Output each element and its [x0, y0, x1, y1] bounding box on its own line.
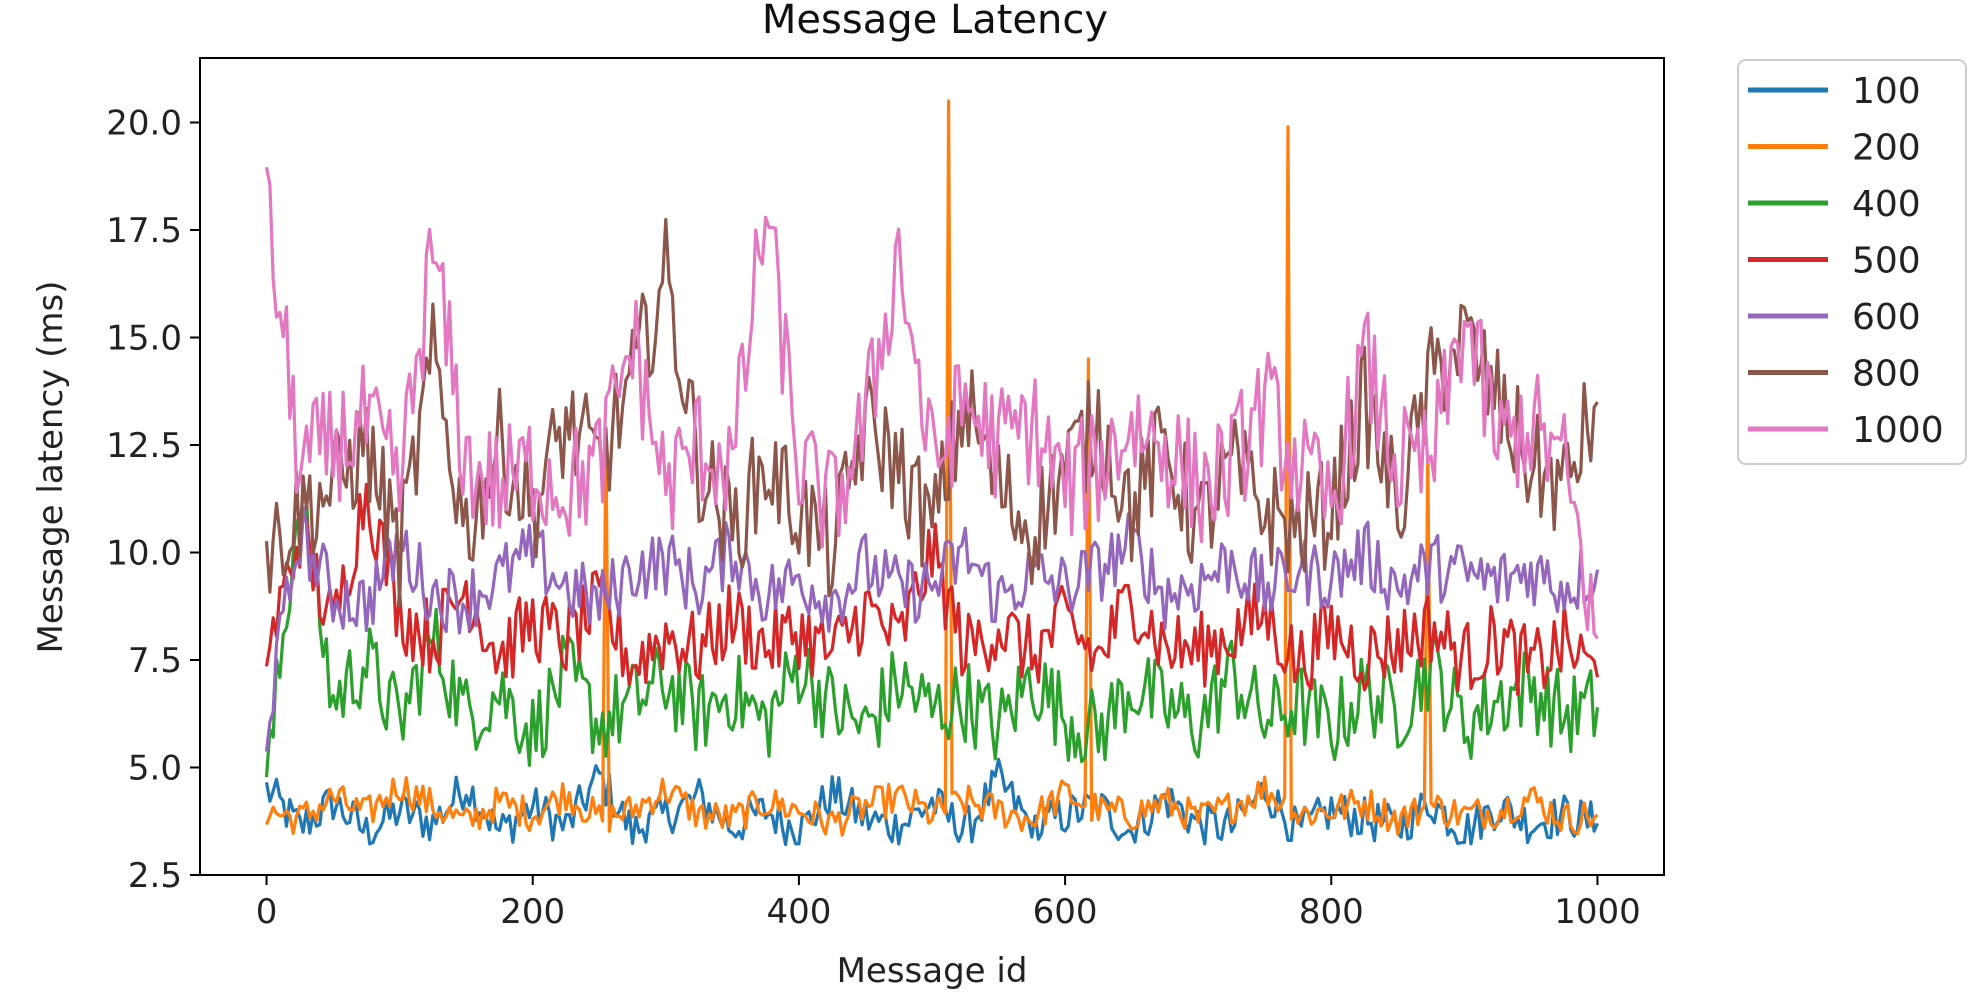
series-line-100: [264, 757, 1599, 847]
x-axis-title: Message id: [837, 951, 1028, 991]
series-line-1000: [264, 166, 1599, 640]
y-tick-label: 15.0: [106, 319, 182, 359]
x-tick-label: 1000: [1554, 892, 1641, 932]
legend-label-200: 200: [1852, 128, 1921, 169]
legend-label-1000: 1000: [1852, 410, 1944, 451]
legend-label-100: 100: [1852, 71, 1921, 112]
series-line-500: [264, 482, 1600, 696]
y-tick-label: 20.0: [106, 104, 182, 144]
y-axis: 2.5 5.0 7.5 10.0 12.5 15.0 17.5 20.0: [106, 104, 200, 896]
y-tick-label: 7.5: [128, 641, 182, 681]
legend-label-500: 500: [1852, 241, 1921, 282]
legend-label-800: 800: [1852, 354, 1921, 395]
plot-area: [199, 57, 1665, 876]
y-tick-label: 17.5: [106, 211, 182, 251]
y-tick-label: 2.5: [128, 856, 182, 896]
legend-label-400: 400: [1852, 184, 1921, 225]
series-lines: [264, 99, 1600, 847]
x-tick-label: 400: [766, 892, 831, 932]
x-tick-label: 600: [1033, 892, 1098, 932]
x-tick-label: 200: [500, 892, 565, 932]
y-axis-title: Message latency (ms): [31, 281, 71, 654]
legend-items: 100 200 400 500 600 800 1000: [1748, 71, 1944, 451]
x-axis: 0 200 400 600 800 1000: [256, 875, 1641, 932]
series-line-600: [264, 505, 1600, 752]
chart-title: Message Latency: [762, 0, 1108, 43]
legend: 100 200 400 500 600 800 1000: [1737, 59, 1967, 465]
x-tick-label: 0: [256, 892, 278, 932]
series-line-400: [264, 493, 1600, 778]
y-tick-label: 10.0: [106, 534, 182, 574]
y-tick-label: 5.0: [128, 749, 182, 789]
series-line-200: [265, 99, 1599, 837]
x-tick-label: 800: [1299, 892, 1364, 932]
y-tick-label: 12.5: [106, 426, 182, 466]
legend-frame: [1737, 59, 1967, 465]
plot-frame: [199, 57, 1665, 876]
legend-label-600: 600: [1852, 297, 1921, 338]
